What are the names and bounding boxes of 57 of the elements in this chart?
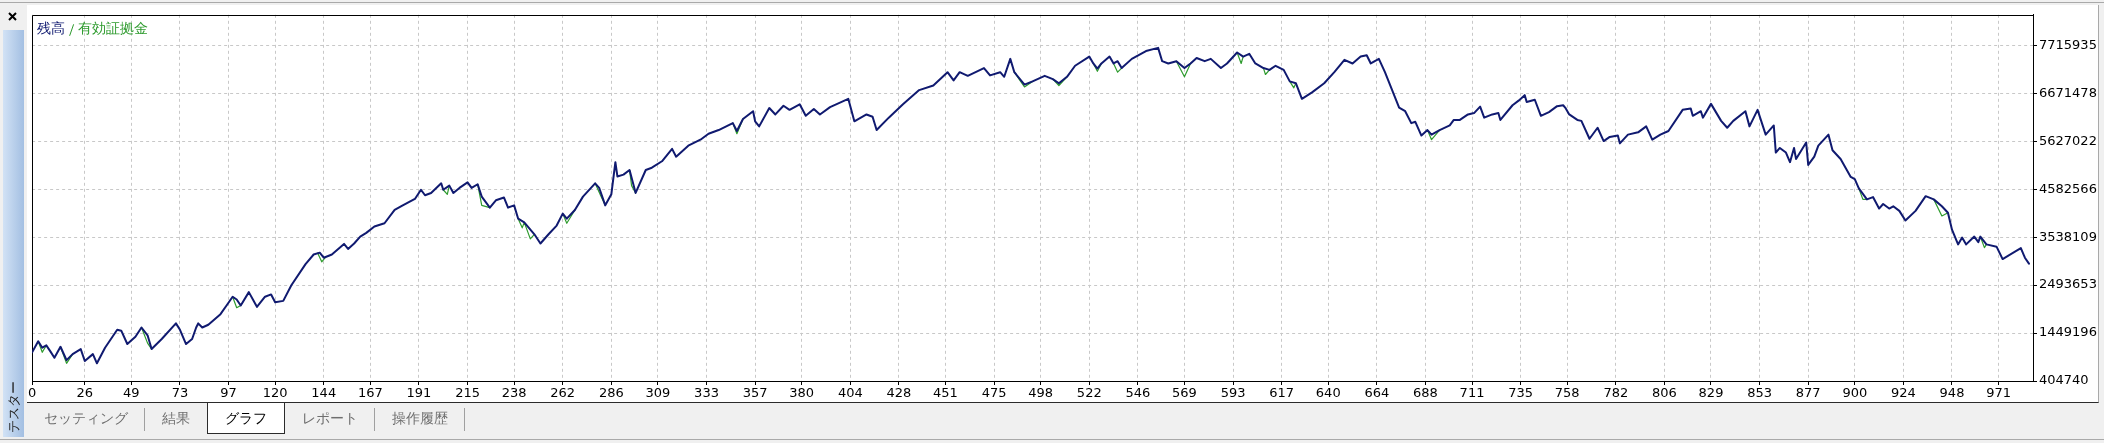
y-tick-label: 4582566 (2039, 180, 2097, 196)
x-tick-label: 664 (1364, 385, 1390, 401)
x-tick-label: 900 (1842, 385, 1868, 401)
x-tick-label: 617 (1269, 385, 1295, 401)
x-tick-label: 26 (76, 385, 94, 401)
x-tick-label: 215 (455, 385, 480, 401)
x-tick-label: 451 (933, 385, 958, 401)
x-tick-label: 262 (550, 385, 576, 401)
x-tick-label: 498 (1028, 385, 1054, 401)
x-tick-label: 73 (171, 385, 189, 401)
y-tick-label: 1449196 (2039, 324, 2097, 340)
x-tick-label: 428 (886, 385, 912, 401)
x-tick-label: 522 (1076, 385, 1102, 401)
x-tick-label: 191 (406, 385, 432, 401)
x-tick-label: 309 (645, 385, 671, 401)
x-tick-label: 688 (1413, 385, 1438, 401)
x-tick-label: 569 (1172, 385, 1197, 401)
x-tick-label: 877 (1795, 385, 1821, 401)
y-tick-label: 5627022 (2039, 132, 2097, 148)
y-tick-label: 404740 (2039, 372, 2089, 388)
x-tick-label: 546 (1125, 385, 1151, 401)
x-tick-label: 97 (220, 385, 237, 401)
side-tab: テスター (3, 30, 24, 437)
x-tick-label: 711 (1459, 385, 1485, 401)
x-tick-label: 49 (123, 385, 140, 401)
x-tick-label: 853 (1747, 385, 1773, 401)
x-tick-label: 829 (1698, 385, 1724, 401)
x-tick-label: 806 (1652, 385, 1677, 401)
x-tick-label: 380 (789, 385, 815, 401)
x-tick-label: 0 (27, 385, 37, 401)
x-tick-label: 735 (1508, 385, 1534, 401)
legend-label: 有効証拠金 (78, 20, 149, 37)
text: 結果 (161, 409, 191, 428)
y-tick-label: 6671478 (2039, 84, 2097, 100)
x-tick-label: 286 (598, 385, 624, 401)
text: セッティング (27, 403, 145, 433)
x-tick-label: 333 (694, 385, 719, 401)
x-tick-label: 593 (1220, 385, 1246, 401)
x-tick-label: 948 (1939, 385, 1965, 401)
x-tick-label: 120 (262, 385, 288, 401)
y-tick-label: 3538109 (2039, 228, 2097, 244)
x-tick-label: 758 (1554, 385, 1580, 401)
x-tick-label: 238 (501, 385, 527, 401)
x-tick-label: 971 (1986, 385, 2011, 401)
text: 操作履歴 (375, 403, 465, 433)
y-tick-label: 2493653 (2039, 276, 2097, 292)
x-tick-label: 924 (1890, 385, 1916, 401)
x-tick-label: 144 (311, 385, 337, 401)
x-tick-label: 404 (837, 385, 863, 401)
x-tick-label: 782 (1603, 385, 1629, 401)
text: レポート (285, 403, 375, 433)
x-tick-label: 167 (357, 385, 383, 401)
x-tick-label: 357 (742, 385, 768, 401)
y-tick-label: 7715935 (2039, 36, 2097, 52)
text: 残高 (37, 20, 66, 37)
x-tick-label: 640 (1315, 385, 1341, 401)
x-tick-label: 475 (981, 385, 1007, 401)
